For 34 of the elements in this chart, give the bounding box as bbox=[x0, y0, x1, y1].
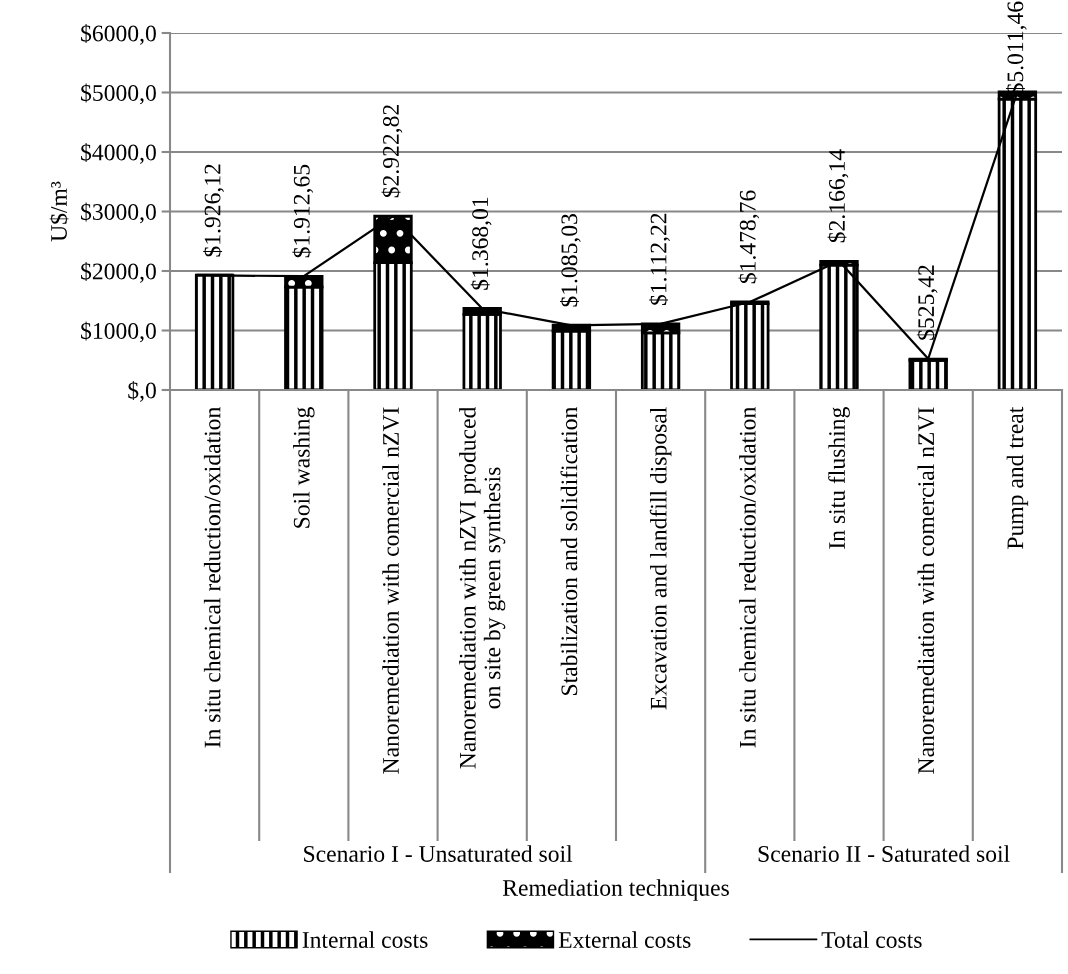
data-label: $5.011,46 bbox=[1005, 1, 1027, 94]
data-label: $1.926,12 bbox=[203, 164, 224, 257]
y-tick-label: $3000,0 bbox=[81, 202, 156, 224]
y-axis-title: U$/m³ bbox=[49, 181, 69, 242]
x-axis-title: Remediation techniques bbox=[502, 879, 729, 901]
x-tick-label: Nanoremediation with nZVI produced on site by green synthesis bbox=[459, 406, 506, 769]
y-tick-label: $1000,0 bbox=[81, 321, 156, 343]
x-tick-label: Stabilization and solidification bbox=[560, 407, 578, 695]
x-tick-label: Excavation and landfill disposal bbox=[649, 407, 672, 710]
data-label: $525,42 bbox=[916, 265, 938, 340]
legend-label: Total costs bbox=[821, 931, 922, 948]
y-tick-label: $5000,0 bbox=[81, 83, 156, 105]
y-tick-label: $2000,0 bbox=[81, 262, 156, 283]
x-tick-label: In situ flushing bbox=[828, 407, 850, 549]
x-tick-label: In situ chemical reduction/oxidation bbox=[203, 407, 221, 748]
data-label: $2.922,82 bbox=[381, 105, 403, 198]
y-tick-label: $6000,0 bbox=[81, 24, 156, 45]
y-tick-label: $4000,0 bbox=[81, 143, 156, 164]
x-tick-label: Nanoremediation with comercial nZVI bbox=[917, 407, 935, 774]
x-tick-label: Soil washing bbox=[293, 407, 315, 528]
legend-label: Internal costs bbox=[302, 931, 428, 948]
x-tick-label: Pump and treat bbox=[1006, 406, 1029, 549]
text: Scenario I - Unsaturated soil bbox=[304, 845, 573, 862]
data-label: $1.085,03 bbox=[559, 214, 581, 307]
data-label: $1.112,22 bbox=[649, 213, 670, 305]
x-tick-label: Nanoremediation with comercial nZVI bbox=[382, 407, 400, 774]
data-label: $1.368,01 bbox=[470, 197, 492, 290]
y-tick-label: $,0 bbox=[128, 381, 156, 402]
x-tick-label: In situ chemical reduction/oxidation bbox=[739, 407, 756, 748]
data-label: $1.478,76 bbox=[738, 190, 760, 284]
data-label: $1.912,65 bbox=[292, 164, 314, 258]
legend-label: External costs bbox=[558, 931, 691, 948]
data-label: $2.166,14 bbox=[827, 149, 849, 243]
text: Scenario II - Saturated soil bbox=[758, 845, 1010, 862]
